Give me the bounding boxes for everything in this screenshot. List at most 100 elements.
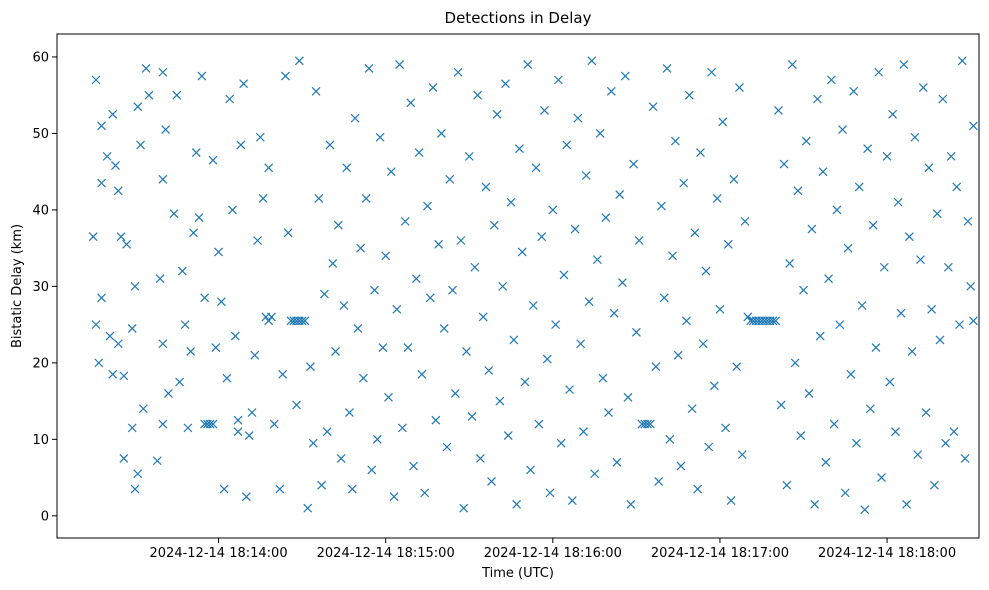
data-point [810, 499, 820, 509]
data-point [573, 113, 583, 123]
data-point [130, 484, 140, 494]
data-point [306, 362, 315, 372]
data-point [492, 109, 502, 119]
data-point [629, 159, 639, 169]
data-point [949, 427, 959, 437]
data-point [239, 79, 249, 89]
data-point [487, 476, 496, 486]
data-point [386, 167, 396, 177]
data-point [339, 301, 349, 310]
data-point [528, 301, 538, 310]
data-point [253, 236, 262, 245]
data-point [456, 236, 466, 245]
data-point [211, 343, 221, 352]
data-point [97, 178, 106, 188]
data-point [882, 151, 892, 161]
data-point [863, 144, 873, 154]
data-point [865, 404, 875, 414]
data-points [88, 56, 978, 515]
data-point [448, 285, 457, 295]
data-point [913, 450, 923, 460]
data-point [119, 371, 129, 381]
data-point [963, 216, 973, 226]
data-point [258, 194, 268, 203]
data-point [244, 431, 254, 440]
x-tick-label: 2024-12-14 18:14:00 [150, 546, 288, 561]
data-point [932, 209, 942, 219]
data-point [498, 281, 508, 291]
data-point [807, 224, 817, 234]
data-point [214, 247, 223, 257]
data-point [556, 438, 566, 448]
data-point [200, 293, 210, 303]
data-point [241, 492, 251, 502]
data-point [111, 161, 120, 170]
data-point [526, 465, 535, 475]
y-tick-label: 0 [41, 509, 49, 524]
data-point [690, 228, 700, 238]
data-point [406, 98, 416, 108]
y-tick-label: 30 [32, 280, 49, 295]
data-point [899, 60, 909, 70]
data-point [336, 454, 346, 463]
data-point [233, 427, 243, 437]
data-point [264, 316, 274, 326]
data-point [317, 480, 327, 490]
data-point [434, 239, 444, 249]
data-point [771, 316, 781, 326]
data-point [442, 442, 452, 452]
data-point [542, 354, 552, 364]
data-point [514, 144, 524, 154]
y-tick-label: 60 [32, 50, 49, 65]
data-point [436, 128, 446, 138]
data-point [233, 415, 243, 425]
data-point [294, 56, 304, 66]
data-point [333, 220, 343, 230]
data-point [581, 171, 591, 180]
data-point [361, 194, 371, 203]
data-point [138, 404, 148, 414]
data-point [626, 499, 636, 509]
data-point [133, 469, 143, 479]
x-tick-label: 2024-12-14 18:17:00 [651, 546, 789, 561]
data-point [969, 316, 978, 326]
data-point [459, 503, 469, 513]
data-point [395, 60, 405, 70]
data-point [425, 293, 435, 303]
data-point [392, 304, 402, 314]
data-point [579, 427, 588, 437]
data-point [133, 102, 143, 112]
data-point [225, 94, 235, 104]
data-point [375, 132, 385, 142]
data-point [342, 163, 352, 173]
data-point [397, 423, 407, 433]
data-point [941, 438, 950, 448]
data-point [801, 136, 811, 146]
data-point [464, 151, 474, 161]
data-point [445, 174, 455, 184]
data-point [918, 83, 928, 92]
data-point [119, 454, 129, 463]
x-tick-label: 2024-12-14 18:15:00 [317, 546, 455, 561]
data-point [517, 247, 527, 257]
data-point [88, 232, 98, 242]
data-point [548, 205, 558, 215]
data-point [787, 60, 797, 70]
data-point [729, 174, 739, 184]
data-point [854, 182, 864, 192]
data-point [743, 312, 753, 322]
data-point [676, 461, 686, 471]
data-point [935, 335, 945, 345]
data-point [278, 369, 288, 379]
data-point [319, 289, 329, 299]
data-point [840, 488, 850, 498]
data-point [389, 492, 399, 502]
data-point [679, 178, 689, 188]
data-point [113, 339, 123, 349]
data-point [952, 182, 962, 192]
data-point [537, 232, 547, 242]
data-point [144, 90, 154, 100]
data-point [553, 75, 563, 85]
data-point [219, 484, 229, 494]
chart-title: Detections in Delay [445, 9, 592, 27]
